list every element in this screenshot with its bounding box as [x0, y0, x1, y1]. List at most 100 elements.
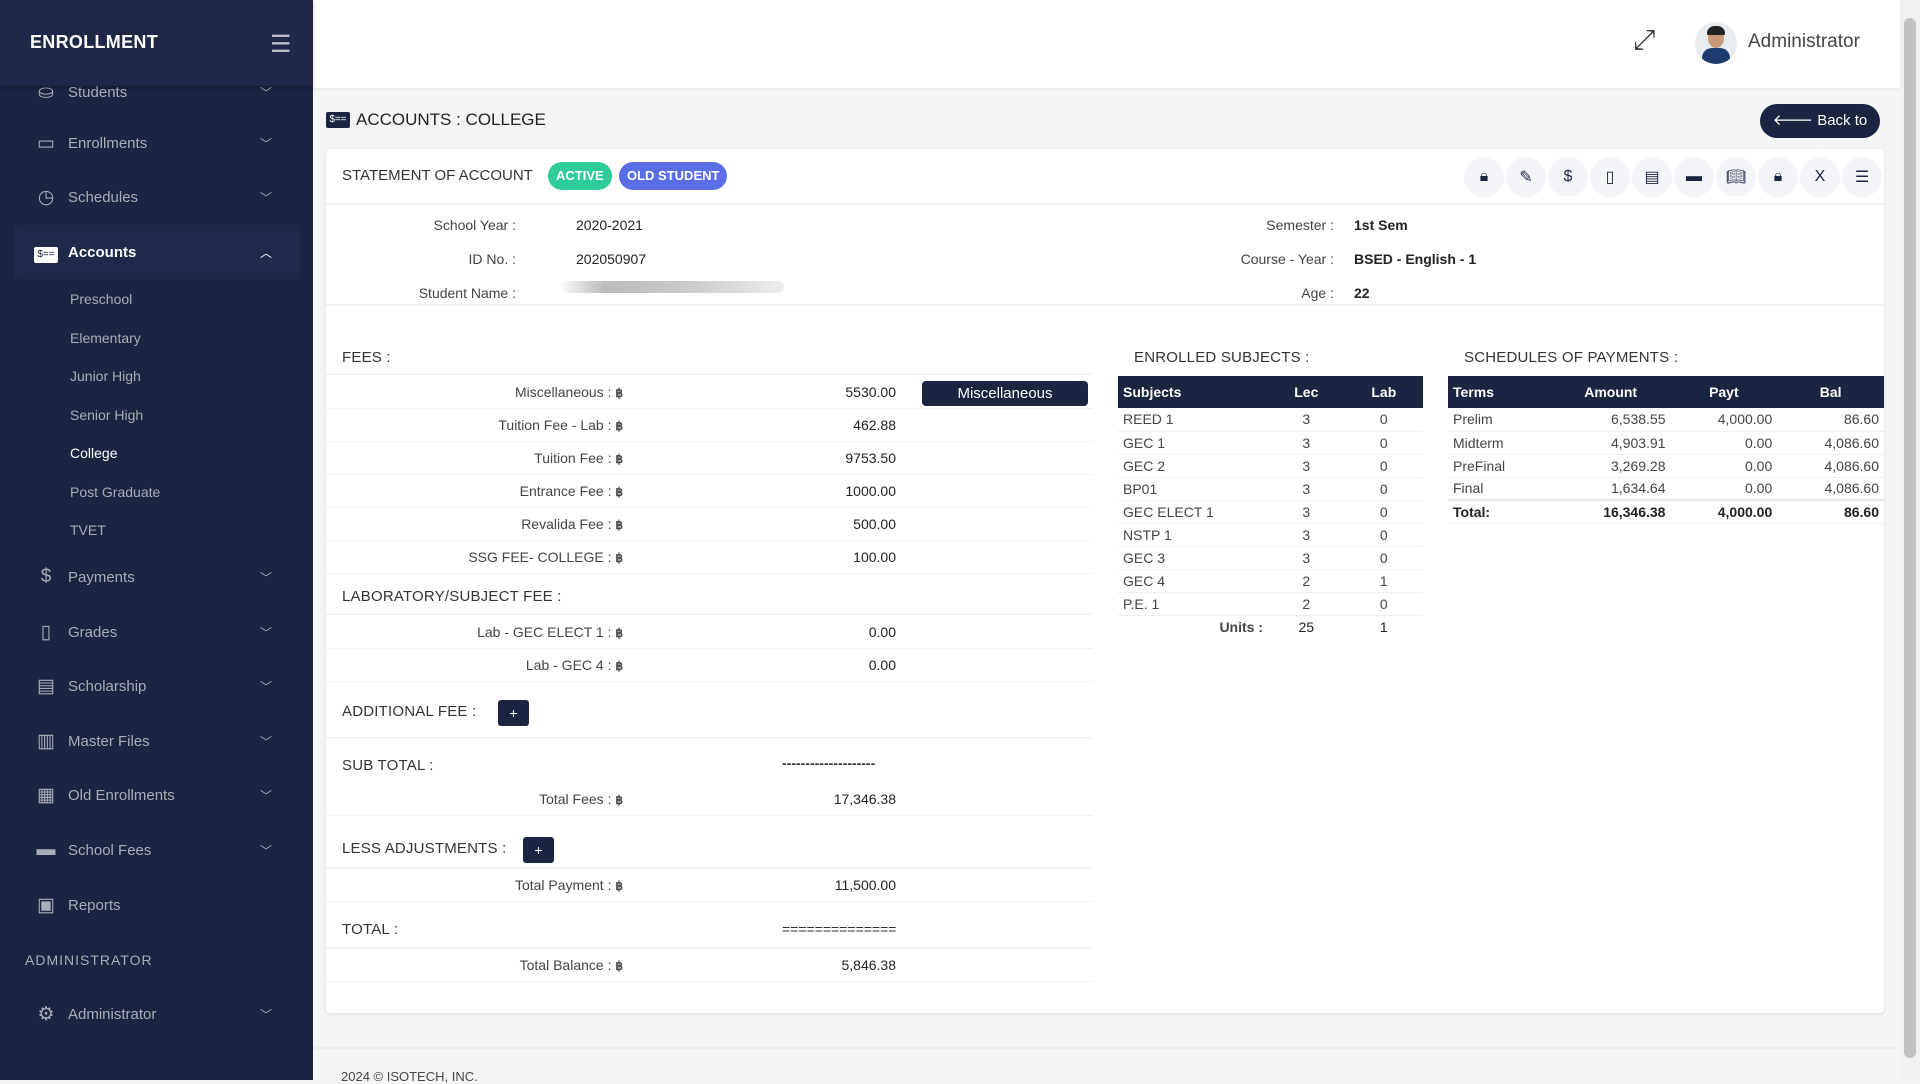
peso-icon: ฿ [615, 659, 623, 673]
fee-label: Tuition Fee : [534, 450, 612, 466]
sidebar-item-schedules[interactable]: ◷ Schedules ﹀ [0, 177, 313, 217]
table-cell: 0 [1344, 454, 1423, 478]
report-icon: ▣ [37, 894, 55, 916]
fullscreen-icon[interactable]: ⤢ [1633, 24, 1656, 55]
money-receipt-button[interactable]: $ [1548, 157, 1588, 197]
sidebar-subitem-post-graduate[interactable]: Post Graduate [70, 483, 161, 500]
units-value: 25 [1298, 618, 1315, 635]
money-card-icon: $== [326, 112, 350, 128]
table-row: PreFinal 3,269.28 0.00 4,086.60 [1448, 454, 1884, 478]
fee-label: Tuition Fee - Lab : [498, 417, 612, 433]
edit-button[interactable]: ✎ [1506, 157, 1546, 197]
file-alt-button[interactable]: ▯ [1590, 157, 1630, 197]
info-value-course-year: BSED - English - 1 [1354, 251, 1477, 267]
file-excel-button[interactable]: X [1800, 157, 1840, 197]
payment-schedule-table: Terms Amount Payt Bal Prelim 6,538.55 4,000.00… [1448, 376, 1884, 524]
page-scrollbar[interactable] [1900, 0, 1920, 1080]
archive-icon: ▦ [37, 784, 55, 806]
table-cell: 0 [1344, 523, 1423, 547]
file-lock-button[interactable]: 🔒︎ [1464, 157, 1504, 197]
info-value-id-no: 202050907 [576, 251, 647, 267]
table-cell: 3,269.28 [1550, 454, 1671, 478]
avatar[interactable] [1695, 22, 1737, 64]
table-cell: 1,634.64 [1550, 477, 1671, 501]
total-heading: TOTAL : [342, 921, 399, 938]
sidebar-subitem-preschool[interactable]: Preschool [70, 291, 133, 307]
add-additional-fee-button[interactable]: + [498, 700, 529, 726]
total-balance-value: 5,846.38 [841, 957, 897, 973]
fee-row: SSG FEE- COLLEGE : ฿ 100.00 [326, 541, 1093, 574]
server-icon: ☰ [1854, 169, 1870, 186]
sidebar-item-payments[interactable]: $ Payments ﹀ [0, 557, 313, 597]
table-cell: 0 [1344, 592, 1423, 616]
table-cell: 1 [1344, 569, 1423, 593]
additional-fee-heading: ADDITIONAL FEE : [342, 703, 477, 720]
table-cell: 3 [1268, 500, 1345, 524]
arrow-left-icon: 🡐 [1772, 112, 1814, 129]
table-cell: 4,903.91 [1550, 431, 1671, 455]
sidebar-subitem-tvet[interactable]: TVET [70, 522, 106, 538]
sidebar-item-accounts[interactable]: $== Accounts ︿ [13, 225, 300, 279]
clock-icon: ◷ [37, 186, 55, 208]
table-header: Terms Amount Payt Bal [1448, 376, 1884, 408]
peso-icon: ฿ [615, 386, 623, 400]
file-lock-icon: 🔒︎ [1479, 168, 1489, 185]
table-cell: 2 [1268, 569, 1345, 593]
fee-label: Miscellaneous : [514, 384, 612, 400]
book-open-button[interactable]: 📖︎ [1716, 157, 1756, 197]
inbox-user-icon: ⛀ [38, 81, 54, 103]
chevron-down-icon: ﹀ [260, 625, 273, 640]
file-text-icon: ▥ [37, 730, 55, 752]
server-button[interactable]: ☰ [1842, 157, 1882, 197]
lock-icon: 🔒︎ [1773, 168, 1783, 185]
miscellaneous-button[interactable]: Miscellaneous [922, 381, 1088, 406]
sidebar-item-enrollments[interactable]: ▭ Enrollments ﹀ [0, 123, 313, 163]
sidebar-item-grades[interactable]: ▯ Grades ﹀ [0, 612, 313, 652]
peso-icon: ฿ [615, 551, 623, 565]
table-cell: 0.00 [1670, 454, 1778, 478]
sidebar-item-master-files[interactable]: ▥ Master Files ﹀ [0, 721, 313, 761]
fee-label: Entrance Fee : [519, 483, 612, 499]
sidebar-subitem-senior-high[interactable]: Senior High [70, 406, 144, 423]
student-name-value-redacted [559, 281, 784, 293]
lock-button[interactable]: 🔒︎ [1758, 157, 1798, 197]
statement-card: STATEMENT OF ACCOUNT ACTIVE OLD STUDENT … [326, 149, 1884, 1013]
total-cell: Total: [1448, 500, 1551, 524]
table-cell: 4,000.00 [1670, 408, 1778, 432]
table-row: Prelim 6,538.55 4,000.00 86.60 [1448, 408, 1884, 432]
info-label-student-name: Student Name : [418, 285, 516, 301]
file-text-icon: ▤ [1644, 169, 1660, 186]
back-to-list-button[interactable]: 🡐 Back to List [1760, 104, 1880, 163]
sidebar-subitem-college[interactable]: College [70, 445, 118, 461]
sidebar-item-students[interactable]: ⛀ Students ﹀ [0, 72, 313, 112]
total-row: Total: 16,346.38 4,000.00 86.60 [1448, 500, 1884, 524]
table-cell: NSTP 1 [1118, 523, 1268, 547]
table-cell: BP01 [1118, 477, 1268, 501]
table-cell: 4,086.60 [1777, 454, 1884, 478]
sidebar-subitem-elementary[interactable]: Elementary [70, 329, 141, 346]
add-adjustment-button[interactable]: + [523, 837, 554, 863]
sidebar-item-scholarship[interactable]: ▤ Scholarship ﹀ [0, 666, 313, 706]
page-title: $== ACCOUNTS : COLLEGE [326, 110, 546, 130]
total-balance-row: Total Balance : ฿ 5,846.38 [326, 949, 1093, 982]
table-cell: GEC 3 [1118, 546, 1268, 570]
fee-value: 0.00 [868, 657, 896, 673]
hamburger-menu-icon[interactable]: ☰ [270, 31, 292, 58]
info-value-age: 22 [1354, 285, 1370, 301]
file-excel-icon: X [1814, 168, 1826, 185]
table-cell: 3 [1268, 454, 1345, 478]
fee-row: Entrance Fee : ฿ 1000.00 [326, 475, 1093, 508]
sidebar-item-reports[interactable]: ▣ Reports [0, 885, 313, 925]
sidebar-item-school-fees[interactable]: ▬ School Fees ﹀ [0, 830, 313, 870]
sidebar-item-administrator[interactable]: ⚙ Administrator ﹀ [0, 994, 313, 1034]
credit-card-button[interactable]: ▬ [1674, 157, 1714, 197]
user-menu[interactable]: Administrator [1748, 31, 1860, 52]
total-payment-row: Total Payment : ฿ 11,500.00 [326, 869, 1093, 902]
file-text-button[interactable]: ▤ [1632, 157, 1672, 197]
chevron-down-icon: ﹀ [260, 734, 273, 749]
sidebar-item-old-enrollments[interactable]: ▦ Old Enrollments ﹀ [0, 775, 313, 815]
sidebar-subitem-junior-high[interactable]: Junior High [70, 368, 141, 384]
